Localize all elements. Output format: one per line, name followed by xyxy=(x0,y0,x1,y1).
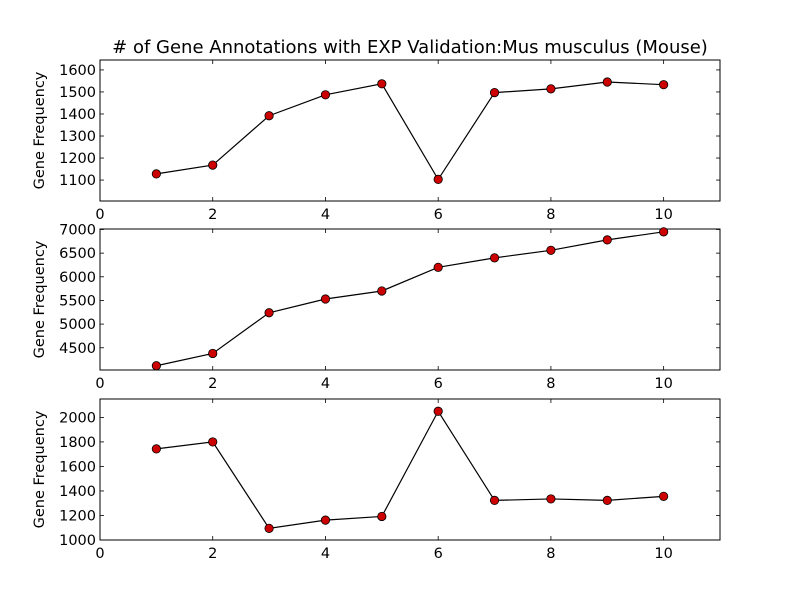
y-tick-label: 5000 xyxy=(59,317,96,333)
y-tick-label: 1200 xyxy=(59,508,96,524)
x-tick-label: 8 xyxy=(546,207,555,223)
x-tick-label: 4 xyxy=(321,376,330,392)
y-tick-label: 4500 xyxy=(59,341,96,357)
data-point xyxy=(546,84,556,94)
y-tick-label: 1100 xyxy=(59,173,96,189)
data-point xyxy=(151,361,161,371)
y-tick-label: 7000 xyxy=(59,222,96,238)
x-tick-label: 2 xyxy=(208,546,217,562)
x-tick-label: 10 xyxy=(654,546,672,562)
y-tick-label: 1600 xyxy=(59,459,96,475)
data-point xyxy=(264,111,274,121)
data-point xyxy=(659,227,669,237)
data-point xyxy=(489,88,500,98)
x-tick-label: 4 xyxy=(321,546,330,562)
x-tick-label: 0 xyxy=(95,376,104,392)
y-axis-label: Gene Frequency xyxy=(32,71,48,189)
y-tick-label: 5500 xyxy=(59,293,96,309)
y-tick-label: 1400 xyxy=(59,107,96,123)
data-point xyxy=(320,515,331,525)
y-tick-label: 6500 xyxy=(59,246,96,262)
x-tick-label: 6 xyxy=(434,207,443,223)
x-tick-label: 6 xyxy=(434,546,443,562)
data-point xyxy=(659,80,669,90)
data-point xyxy=(433,262,443,272)
data-point xyxy=(377,511,387,522)
chart-title: # of Gene Annotations with EXP Validatio… xyxy=(112,37,708,58)
data-point xyxy=(659,491,669,501)
data-point xyxy=(489,495,500,505)
data-point xyxy=(546,494,556,504)
x-tick-label: 0 xyxy=(95,207,104,223)
y-axis-label: Gene Frequency xyxy=(32,410,48,528)
subplot-2: 0 2 4 6 8 10 4500 5000 5500 6000 6500 7000 Gene Freq… xyxy=(32,222,721,392)
x-tick-label: 10 xyxy=(654,207,672,223)
data-point xyxy=(151,169,161,179)
data-point xyxy=(377,286,387,296)
y-tick-label: 1500 xyxy=(59,85,96,101)
y-tick-label: 1200 xyxy=(59,151,96,167)
axes-frame xyxy=(99,228,721,371)
x-tick-label: 0 xyxy=(95,546,104,562)
series-line xyxy=(156,410,664,530)
y-tick-label: 2000 xyxy=(59,410,96,426)
x-tick-label: 8 xyxy=(546,546,555,562)
subplot-stack: 0 2 4 6 8 10 1100 1200 1300 1400 1500 1600 Gene Freq… xyxy=(32,59,721,562)
data-point xyxy=(264,308,274,318)
subplot-1: 0 2 4 6 8 10 1100 1200 1300 1400 1500 1600 Gene Freq… xyxy=(32,59,721,223)
data-point xyxy=(208,160,218,170)
data-point xyxy=(602,235,612,245)
y-tick-label: 1000 xyxy=(59,533,96,549)
y-tick-label: 1600 xyxy=(59,63,96,79)
data-point xyxy=(320,90,331,100)
data-point xyxy=(602,495,612,505)
y-tick-label: 1300 xyxy=(59,129,96,145)
data-point xyxy=(320,294,331,304)
axes-frame xyxy=(99,398,721,541)
x-tick-label: 2 xyxy=(208,376,217,392)
x-tick-label: 8 xyxy=(546,376,555,392)
series-line xyxy=(156,81,664,181)
x-tick-label: 4 xyxy=(321,207,330,223)
data-point xyxy=(377,79,387,89)
data-point xyxy=(546,245,556,255)
data-point xyxy=(489,253,500,263)
y-axis-label: Gene Frequency xyxy=(32,240,48,358)
x-tick-label: 2 xyxy=(208,207,217,223)
x-tick-label: 6 xyxy=(434,376,443,392)
data-point xyxy=(264,523,274,533)
axes-frame xyxy=(99,59,721,202)
data-point xyxy=(208,437,218,447)
data-point xyxy=(602,77,612,87)
data-point xyxy=(433,406,443,416)
x-tick-label: 10 xyxy=(654,376,672,392)
y-tick-label: 1800 xyxy=(59,435,96,451)
subplot-3: 0 2 4 6 8 10 1000 1200 1400 1600 1800 2000 Gene Freq… xyxy=(32,398,721,562)
y-tick-label: 1400 xyxy=(59,484,96,500)
data-point xyxy=(433,174,443,185)
series-line xyxy=(156,231,664,367)
data-point xyxy=(151,444,161,454)
y-tick-label: 6000 xyxy=(59,270,96,286)
data-point xyxy=(208,348,218,359)
